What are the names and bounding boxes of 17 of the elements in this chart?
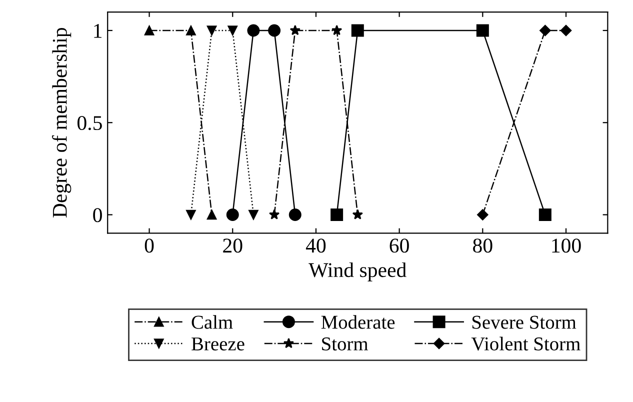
legend-label: Calm: [192, 315, 233, 329]
legend-label: Storm: [322, 337, 368, 350]
y-tick-label: 0: [93, 208, 102, 222]
legend-label: Severe Storm: [472, 316, 576, 329]
x-tick-label: 60: [390, 238, 409, 253]
y-tick-label: 1: [94, 24, 102, 38]
x-tick-label: 20: [223, 238, 242, 253]
legend-label: Breeze: [192, 338, 244, 350]
y-axis-title: Degree of membership: [52, 28, 72, 218]
x-tick-label: 100: [552, 238, 581, 253]
x-tick-label: 80: [473, 238, 492, 253]
legend-label: Violent Storm: [471, 336, 580, 351]
x-tick-label: 0: [144, 238, 154, 253]
y-tick-label: 0.5: [78, 116, 102, 130]
x-tick-label: 40: [306, 238, 326, 253]
legend-label: Moderate: [321, 315, 395, 329]
x-axis-title: Wind speed: [308, 262, 406, 282]
